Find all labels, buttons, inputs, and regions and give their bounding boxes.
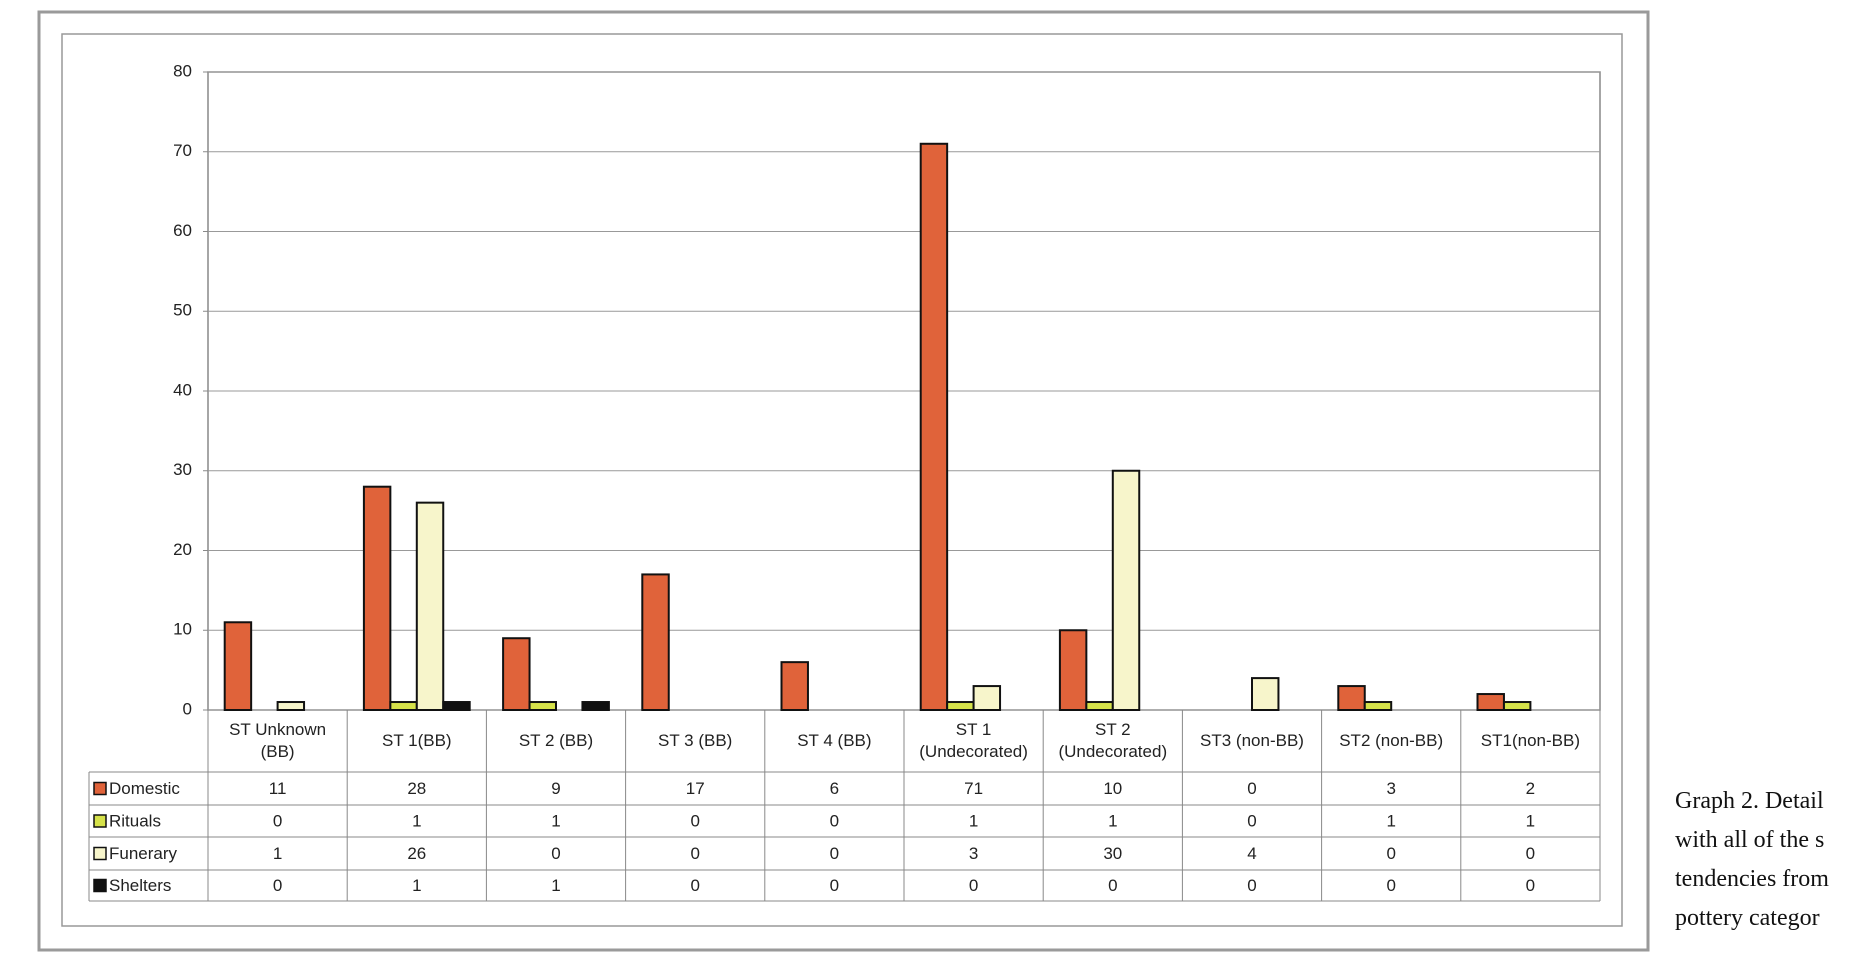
table-cell: 0: [551, 844, 560, 863]
table-cell: 0: [690, 876, 699, 895]
table-cell: 0: [969, 876, 978, 895]
table-cell: 0: [1108, 876, 1117, 895]
table-cell: 1: [1108, 811, 1117, 830]
table-cell: 26: [407, 844, 426, 863]
y-tick-label: 10: [173, 620, 192, 639]
y-tick-label: 80: [173, 61, 192, 80]
table-cell: 9: [551, 779, 560, 798]
bar: [276, 701, 306, 712]
x-tick-label: ST3 (non-BB): [1200, 730, 1304, 750]
table-cell: 28: [407, 779, 426, 798]
bar: [1085, 701, 1114, 712]
table-cell: 1: [273, 844, 282, 863]
table-cell: 0: [830, 811, 839, 830]
table-cell: 6: [830, 779, 839, 798]
bar: [389, 701, 418, 712]
x-tick-label: ST 1(BB): [381, 730, 452, 750]
table-cell: 1: [1526, 811, 1535, 830]
table-cell: 1: [551, 811, 560, 830]
caption-line: Graph 2. Detail: [1675, 788, 1824, 814]
x-tick-label: ST2 (non-BB): [1339, 730, 1444, 750]
table-cell: 17: [686, 779, 705, 798]
table-cell: 4: [1247, 844, 1256, 863]
bar: [946, 701, 975, 712]
table-cell: 0: [690, 811, 699, 830]
legend-label: Rituals: [109, 811, 161, 830]
legend-label: Shelters: [109, 876, 171, 895]
bar: [1476, 693, 1505, 711]
legend-swatch: [93, 846, 107, 861]
bar: [919, 142, 949, 711]
table-cell: 0: [1247, 876, 1256, 895]
x-tick-label: ST Unknown (BB): [229, 719, 327, 761]
legend-label: Domestic: [109, 779, 180, 798]
bar: [581, 701, 610, 712]
table-cell: 1: [1386, 811, 1395, 830]
table-cell: 71: [964, 779, 983, 798]
x-tick-label: ST1(non-BB): [1480, 730, 1580, 750]
y-tick-label: 70: [173, 141, 192, 160]
caption-line: tendencies from: [1675, 866, 1829, 892]
bar: [528, 701, 558, 712]
bar: [442, 701, 471, 712]
table-cell: 0: [273, 876, 282, 895]
caption-line: with all of the s: [1675, 827, 1825, 853]
bar: [972, 685, 1002, 712]
bar: [1058, 629, 1088, 711]
bar: [223, 621, 253, 712]
table-cell: 0: [1247, 779, 1256, 798]
outer-frame: [37, 10, 1650, 952]
y-tick-label: 30: [173, 460, 192, 479]
table-cell: 3: [969, 844, 978, 863]
x-tick-label: ST 1 (Undecorated): [919, 719, 1028, 761]
caption-line: pottery categor: [1675, 905, 1820, 931]
table-cell: 0: [830, 844, 839, 863]
y-tick-label: 20: [173, 540, 192, 559]
bar: [641, 573, 670, 711]
table-cell: 1: [412, 811, 421, 830]
x-tick-label: ST 3 (BB): [658, 730, 733, 750]
bar: [780, 661, 809, 712]
table-cell: 30: [1103, 844, 1122, 863]
bar: [1363, 701, 1393, 712]
bar: [415, 501, 445, 711]
table-cell: 0: [1526, 876, 1535, 895]
bar: [502, 637, 531, 711]
table-cell: 0: [1386, 844, 1395, 863]
legend-label: Funerary: [109, 844, 178, 863]
table-cell: 10: [1103, 779, 1122, 798]
table-cell: 0: [1526, 844, 1535, 863]
table-cell: 0: [1247, 811, 1256, 830]
y-tick-label: 60: [173, 221, 192, 240]
inner-frame: [61, 33, 1623, 927]
bar: [1111, 469, 1141, 711]
legend-swatch: [93, 781, 107, 796]
table-cell: 0: [1386, 876, 1395, 895]
y-tick-label: 50: [173, 301, 192, 320]
table-cell: 1: [551, 876, 560, 895]
legend-swatch: [93, 814, 107, 828]
bar: [362, 485, 392, 712]
x-tick-label: ST 2 (Undecorated): [1058, 719, 1168, 761]
table-cell: 2: [1526, 779, 1535, 798]
bar: [1251, 677, 1280, 711]
x-tick-label: ST 2 (BB): [518, 730, 594, 750]
x-tick-label: ST 4 (BB): [797, 730, 872, 750]
table-cell: 0: [273, 811, 282, 830]
table-cell: 3: [1386, 779, 1395, 798]
bar: [1337, 685, 1366, 712]
table-cell: 1: [412, 876, 421, 895]
y-tick-label: 0: [183, 699, 192, 718]
table-cell: 0: [690, 844, 699, 863]
table-cell: 11: [269, 779, 287, 798]
bar: [1502, 701, 1532, 712]
y-tick-label: 40: [173, 380, 192, 399]
legend-swatch: [93, 878, 107, 893]
table-cell: 0: [830, 876, 839, 895]
table-cell: 1: [969, 811, 978, 830]
